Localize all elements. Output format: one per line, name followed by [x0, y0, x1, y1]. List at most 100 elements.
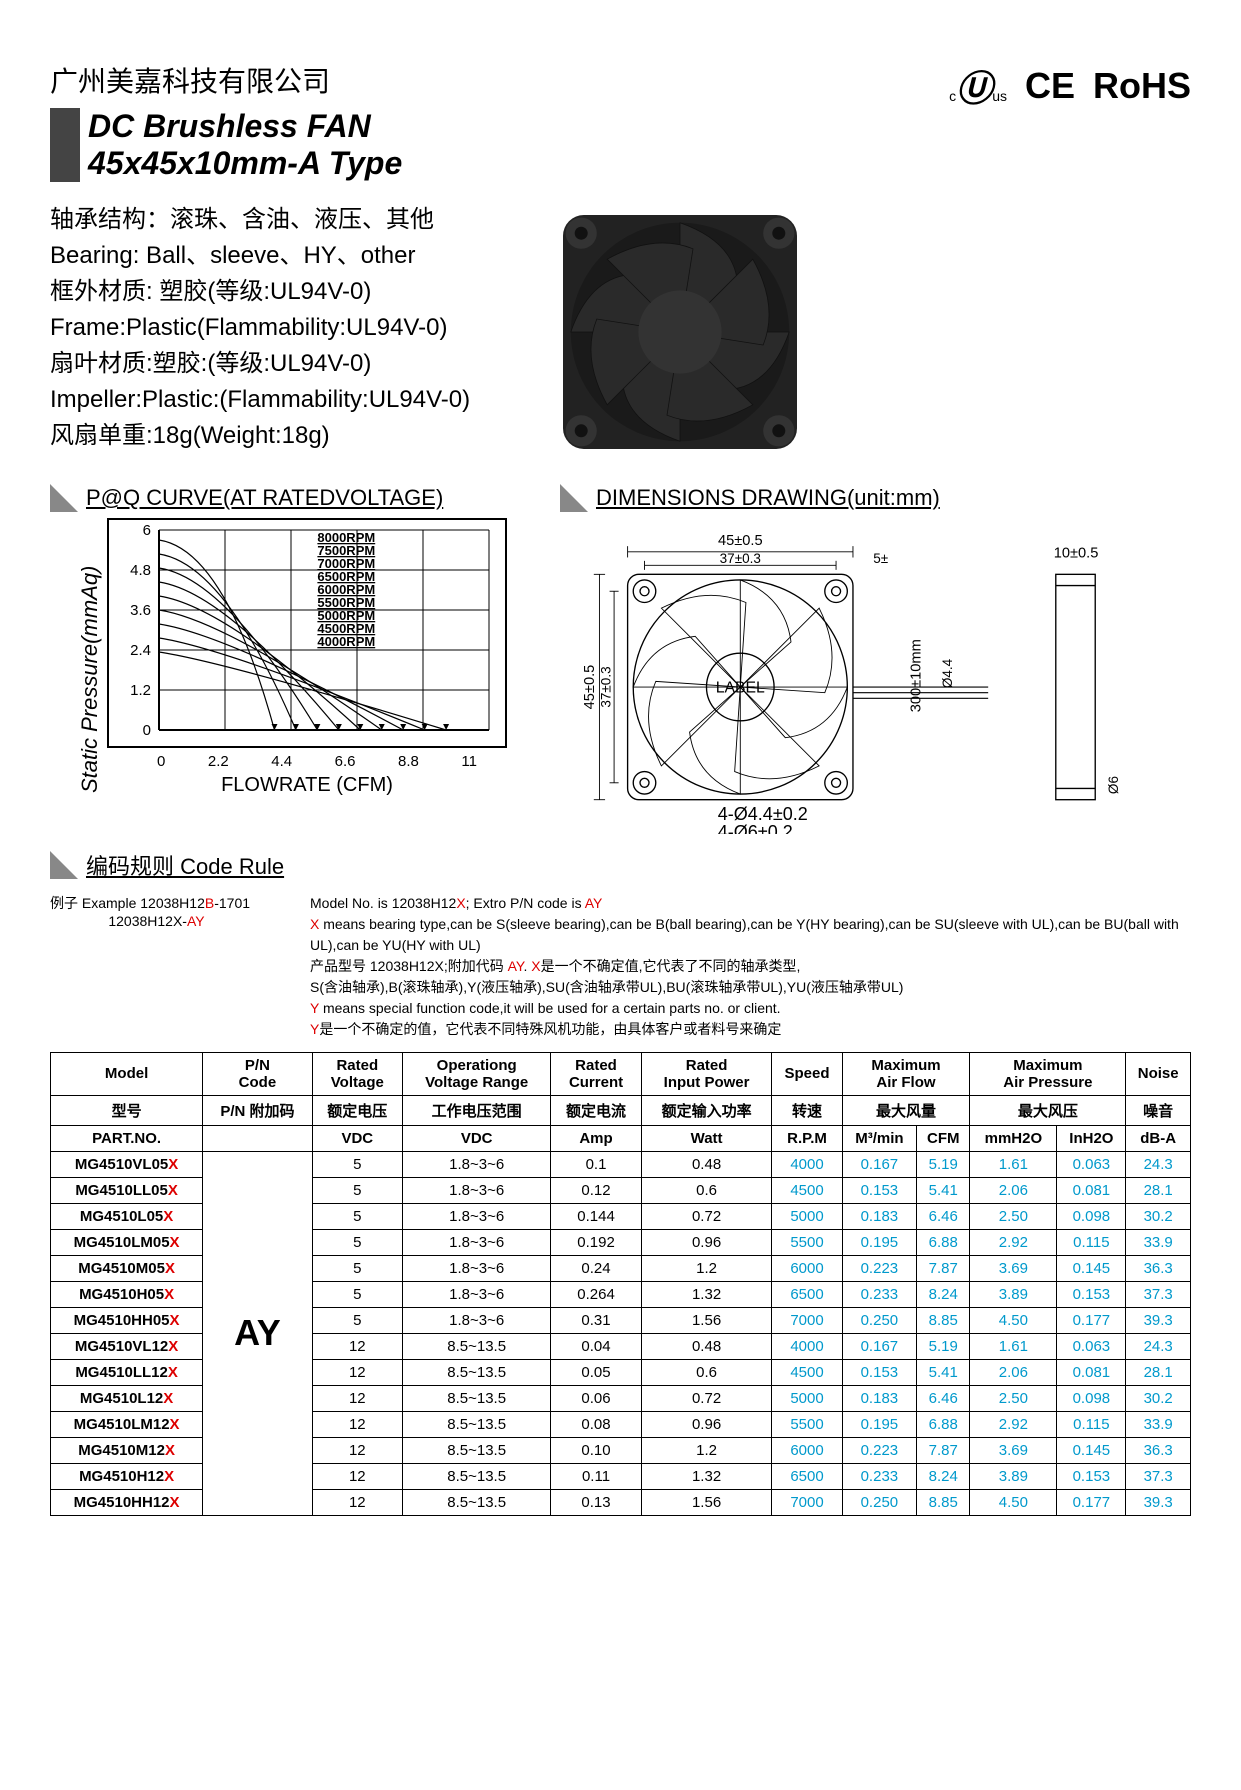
- pq-section-title: P@Q CURVE(AT RATEDVOLTAGE): [50, 484, 530, 512]
- svg-text:10±0.5: 10±0.5: [1054, 545, 1099, 561]
- code-rule-title: 编码规则 Code Rule: [50, 849, 1191, 881]
- title-2: 45x45x10mm-A Type: [88, 145, 402, 182]
- th: Speed: [772, 1052, 842, 1095]
- certifications: cⓊus CE RoHS: [949, 60, 1191, 112]
- hero-row: 轴承结构：滚珠、含油、液压、其他Bearing: Ball、sleeve、HY、…: [50, 202, 1191, 474]
- fan-photo: [550, 202, 810, 462]
- th-unit: InH2O: [1057, 1125, 1126, 1151]
- model-cell: MG4510LM05X: [51, 1229, 203, 1255]
- spec-line: Impeller:Plastic:(Flammability:UL94V-0): [50, 382, 470, 418]
- spec-line: Frame:Plastic(Flammability:UL94V-0): [50, 310, 470, 346]
- code-rule: 例子 Example 12038H12B-1701 12038H12X-AY M…: [50, 893, 1191, 1040]
- th-unit: M³/min: [842, 1125, 917, 1151]
- th: MaximumAir Pressure: [970, 1052, 1126, 1095]
- svg-text:45±0.5: 45±0.5: [582, 665, 598, 710]
- model-cell: MG4510M12X: [51, 1437, 203, 1463]
- svg-text:37±0.3: 37±0.3: [599, 666, 614, 707]
- th-cn: 噪音: [1126, 1095, 1191, 1125]
- svg-text:Ø6: Ø6: [1106, 776, 1121, 794]
- th: RatedCurrent: [551, 1052, 641, 1095]
- th: P/NCode: [203, 1052, 312, 1095]
- model-cell: MG4510LL05X: [51, 1177, 203, 1203]
- th-unit: VDC: [312, 1125, 402, 1151]
- th-unit: [203, 1125, 312, 1151]
- model-cell: MG4510H12X: [51, 1463, 203, 1489]
- th-cn: 转速: [772, 1095, 842, 1125]
- th: RatedInput Power: [641, 1052, 772, 1095]
- pq-chart: 01.22.43.64.868000RPM7500RPM7000RPM6500R…: [107, 518, 507, 748]
- model-cell: MG4510L05X: [51, 1203, 203, 1229]
- svg-text:5±: 5±: [873, 551, 888, 566]
- mid-section: P@Q CURVE(AT RATEDVOLTAGE) Static Pressu…: [50, 474, 1191, 839]
- th-unit: R.P.M: [772, 1125, 842, 1151]
- example-label: 例子 Example: [50, 895, 136, 911]
- th-cn: P/N 附加码: [203, 1095, 312, 1125]
- th-cn: 工作电压范围: [402, 1095, 550, 1125]
- svg-text:4-Ø4.4±0.2: 4-Ø4.4±0.2: [718, 804, 808, 824]
- spec-line: Bearing: Ball、sleeve、HY、other: [50, 238, 470, 274]
- model-cell: MG4510LL12X: [51, 1359, 203, 1385]
- th-cn: 最大风量: [842, 1095, 970, 1125]
- th-unit: CFM: [917, 1125, 970, 1151]
- spec-line: 风扇单重:18g(Weight:18g): [50, 418, 470, 454]
- rohs-mark: RoHS: [1093, 65, 1191, 107]
- chart-xlabel: FLOWRATE (CFM): [107, 774, 507, 797]
- xticks: 02.24.46.68.811: [107, 753, 507, 770]
- pn-code-cell: AY: [203, 1151, 312, 1515]
- code-description: Model No. is 12038H12X; Extro P/N code i…: [310, 893, 1191, 1040]
- th-cn: 型号: [51, 1095, 203, 1125]
- ce-mark: CE: [1025, 65, 1075, 107]
- th: OperationgVoltage Range: [402, 1052, 550, 1095]
- spec-line: 扇叶材质:塑胶:(等级:UL94V-0): [50, 346, 470, 382]
- th-unit: PART.NO.: [51, 1125, 203, 1151]
- svg-text:4-Ø6±0.2: 4-Ø6±0.2: [718, 822, 793, 833]
- th-cn: 额定输入功率: [641, 1095, 772, 1125]
- title-1: DC Brushless FAN: [88, 108, 402, 145]
- th-unit: mmH2O: [970, 1125, 1057, 1151]
- th: RatedVoltage: [312, 1052, 402, 1095]
- svg-text:3.6: 3.6: [130, 602, 151, 619]
- dim-section-title: DIMENSIONS DRAWING(unit:mm): [560, 484, 1191, 512]
- th-cn: 额定电流: [551, 1095, 641, 1125]
- svg-text:45±0.5: 45±0.5: [718, 533, 763, 549]
- title-block: DC Brushless FAN 45x45x10mm-A Type: [50, 108, 402, 182]
- th-cn: 额定电压: [312, 1095, 402, 1125]
- svg-text:300±10mm: 300±10mm: [909, 639, 925, 712]
- dimension-drawing: LABEL 45±0.5 37±0.3 45±0.5 37±0.3 5± 300…: [560, 518, 1191, 834]
- model-cell: MG4510HH05X: [51, 1307, 203, 1333]
- ul-us: us: [992, 88, 1007, 104]
- spec-line: 轴承结构：滚珠、含油、液压、其他: [50, 202, 470, 238]
- svg-text:37±0.3: 37±0.3: [720, 551, 761, 566]
- model-cell: MG4510VL05X: [51, 1151, 203, 1177]
- th-unit: Watt: [641, 1125, 772, 1151]
- th: Noise: [1126, 1052, 1191, 1095]
- svg-text:2.4: 2.4: [130, 642, 151, 659]
- th-unit: VDC: [402, 1125, 550, 1151]
- th-cn: 最大风压: [970, 1095, 1126, 1125]
- svg-text:LABEL: LABEL: [716, 680, 765, 697]
- chart-ylabel: Static Pressure(mmAq): [73, 518, 107, 797]
- svg-text:Ø4.4: Ø4.4: [940, 658, 955, 688]
- model-cell: MG4510L12X: [51, 1385, 203, 1411]
- svg-text:4.8: 4.8: [130, 562, 151, 579]
- model-cell: MG4510HH12X: [51, 1489, 203, 1515]
- svg-text:4000RPM: 4000RPM: [317, 634, 375, 649]
- model-cell: MG4510M05X: [51, 1255, 203, 1281]
- th-unit: dB-A: [1126, 1125, 1191, 1151]
- company-name: 广州美嘉科技有限公司: [50, 60, 402, 100]
- spec-line: 框外材质: 塑胶(等级:UL94V-0): [50, 274, 470, 310]
- model-cell: MG4510VL12X: [51, 1333, 203, 1359]
- ul-logo: Ⓤ: [956, 69, 992, 109]
- th-unit: Amp: [551, 1125, 641, 1151]
- spec-table: ModelP/NCodeRatedVoltageOperationgVoltag…: [50, 1052, 1191, 1516]
- model-cell: MG4510H05X: [51, 1281, 203, 1307]
- svg-text:6: 6: [143, 522, 151, 539]
- spec-text: 轴承结构：滚珠、含油、液压、其他Bearing: Ball、sleeve、HY、…: [50, 202, 470, 454]
- svg-text:0: 0: [143, 722, 151, 739]
- model-cell: MG4510LM12X: [51, 1411, 203, 1437]
- th: MaximumAir Flow: [842, 1052, 970, 1095]
- header: 广州美嘉科技有限公司 DC Brushless FAN 45x45x10mm-A…: [50, 60, 1191, 202]
- th: Model: [51, 1052, 203, 1095]
- svg-text:1.2: 1.2: [130, 682, 151, 699]
- table-row: MG4510VL05X AY 51.8~3~60.10.48 4000 0.16…: [51, 1151, 1191, 1177]
